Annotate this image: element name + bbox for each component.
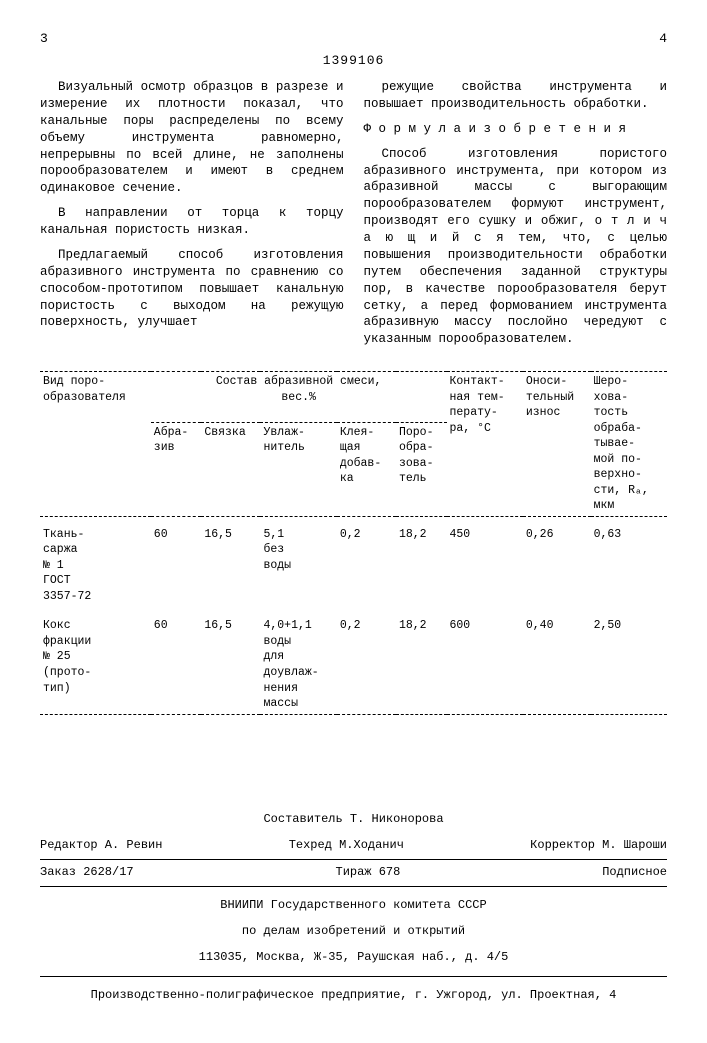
left-p2: В направлении от торца к торцу канальная…	[40, 205, 344, 239]
data-table: Вид поро- образователя Состав абразивной…	[40, 371, 667, 720]
order: Заказ 2628/17	[40, 864, 134, 880]
cell: 450	[447, 525, 523, 607]
col-num-left: 3	[40, 30, 48, 48]
th-wear: Оноси- тельный износ	[523, 372, 591, 517]
cell: Кокс фракции № 25 (прото- тип)	[40, 616, 151, 714]
cell: 0,40	[523, 616, 591, 714]
cell: 600	[447, 616, 523, 714]
cell: 0,26	[523, 525, 591, 607]
th-bind: Связка	[201, 422, 260, 516]
cell: 60	[151, 616, 202, 714]
cell: 18,2	[396, 616, 447, 714]
body-columns: Визуальный осмотр образцов в разрезе и и…	[40, 79, 667, 356]
th-abr: Абра- зив	[151, 422, 202, 516]
th-wet: Увлаж- нитель	[260, 422, 336, 516]
subscr: Подписное	[602, 864, 667, 880]
document-number: 1399106	[40, 52, 667, 70]
th-group: Состав абразивной смеси, вес.%	[151, 372, 447, 423]
th-poro: Поро- обра- зова- тель	[396, 422, 447, 516]
prod: Производственно-полиграфическое предприя…	[40, 987, 667, 1003]
cell: 0,2	[337, 525, 396, 607]
table-row: Кокс фракции № 25 (прото- тип) 60 16,5 4…	[40, 616, 667, 714]
cell: 5,1 без воды	[260, 525, 336, 607]
left-p3: Предлагаемый способ изготовления абразив…	[40, 247, 344, 331]
th-vid: Вид поро- образователя	[40, 372, 151, 517]
footer: Составитель Т. Никонорова Редактор А. Ре…	[40, 811, 667, 1003]
th-temp: Контакт- ная тем- перату- ра, °С	[447, 372, 523, 517]
cell: 16,5	[201, 616, 260, 714]
addr1: 113035, Москва, Ж-35, Раушская наб., д. …	[40, 949, 667, 965]
org2: по делам изобретений и открытий	[40, 923, 667, 939]
table-row: Ткань- саржа № 1 ГОСТ 3357-72 60 16,5 5,…	[40, 525, 667, 607]
tirage: Тираж 678	[336, 864, 401, 880]
compiler: Составитель Т. Никонорова	[40, 811, 667, 827]
left-p1: Визуальный осмотр образцов в разрезе и и…	[40, 79, 344, 197]
editor: Редактор А. Ревин	[40, 837, 162, 853]
right-p1: режущие свойства инструмента и повышает …	[364, 79, 668, 113]
techred: Техред М.Ходанич	[289, 837, 404, 853]
th-glue: Клея- щая добав- ка	[337, 422, 396, 516]
cell: 4,0+1,1 воды для доувлаж- нения массы	[260, 616, 336, 714]
formula-label: Ф о р м у л а и з о б р е т е н и я	[364, 121, 668, 138]
cell: 60	[151, 525, 202, 607]
cell: Ткань- саржа № 1 ГОСТ 3357-72	[40, 525, 151, 607]
col-num-right: 4	[659, 30, 667, 48]
right-column: режущие свойства инструмента и повышает …	[364, 79, 668, 356]
org1: ВНИИПИ Государственного комитета СССР	[40, 897, 667, 913]
th-rough: Шеро- хова- тость обраба- тывае- мой по-…	[591, 372, 667, 517]
cell: 0,63	[591, 525, 667, 607]
cell: 18,2	[396, 525, 447, 607]
cell: 16,5	[201, 525, 260, 607]
cell: 2,50	[591, 616, 667, 714]
page-col-numbers: 3 4	[40, 30, 667, 48]
cell: 0,2	[337, 616, 396, 714]
right-p2: Способ изготовления пористого абразивног…	[364, 146, 668, 349]
left-column: Визуальный осмотр образцов в разрезе и и…	[40, 79, 344, 356]
corrector: Корректор М. Шароши	[530, 837, 667, 853]
